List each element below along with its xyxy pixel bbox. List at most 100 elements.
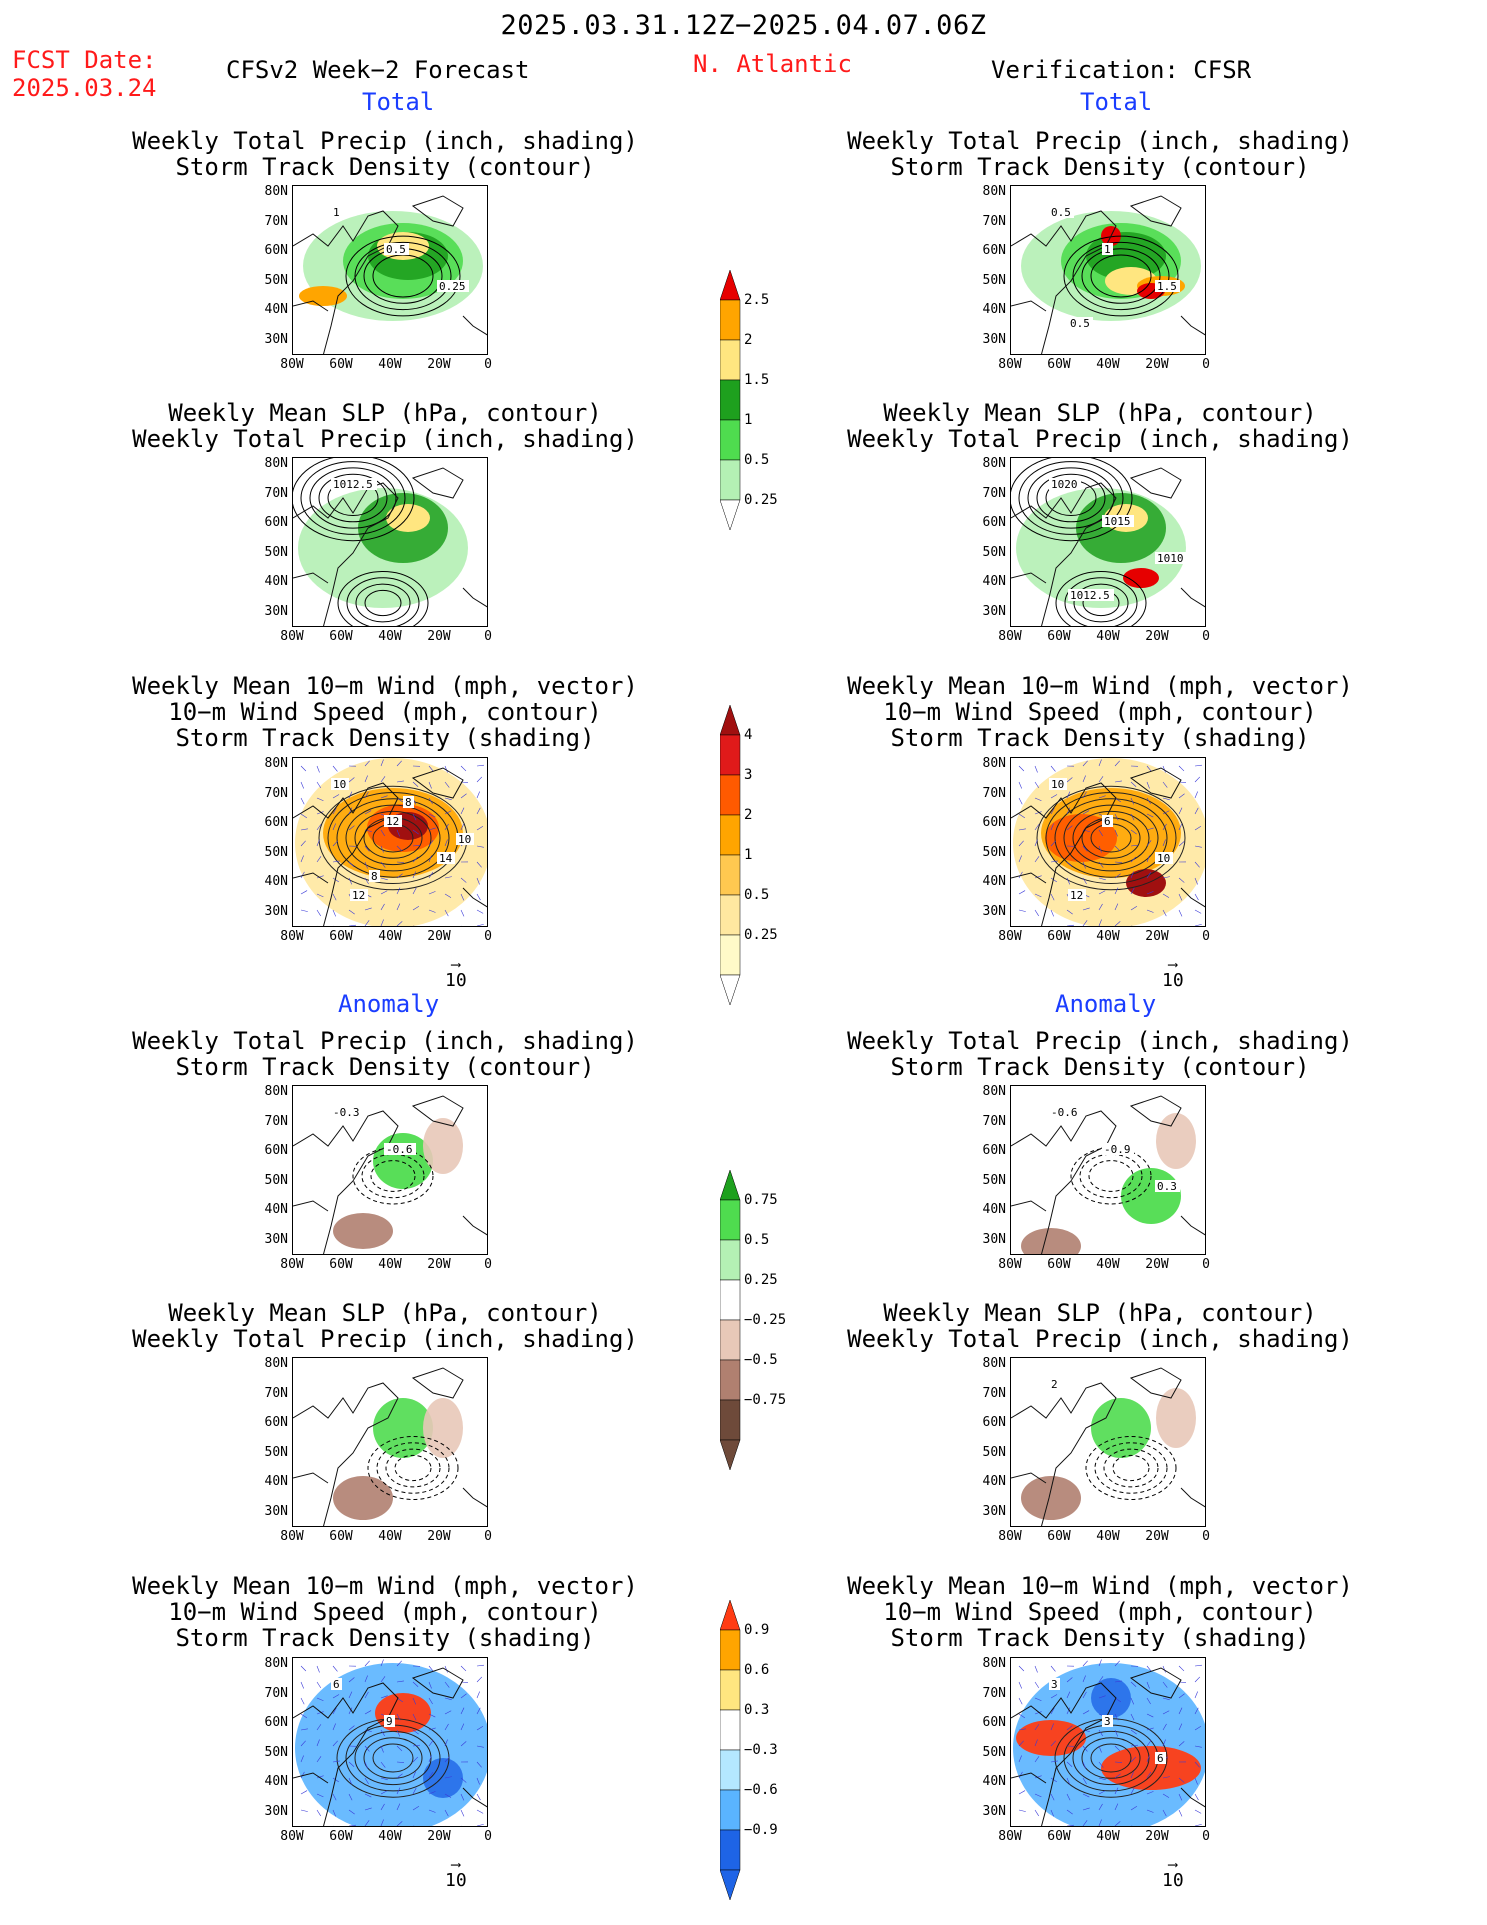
forecast-total-label: Total <box>362 88 435 116</box>
contour-label: 10 <box>333 778 346 791</box>
colorbar-label: 3 <box>744 767 752 783</box>
map-ob-precip_total: 0.5 1 1.5 0.5 <box>1010 185 1206 355</box>
lat-tick-label: 70N <box>982 1113 1006 1129</box>
lat-tick-label: 60N <box>264 1415 288 1430</box>
title-fc-slp-anom: Weekly Mean SLP (hPa, contour) Weekly Tot… <box>132 1299 638 1353</box>
contour-label-bg <box>1068 317 1093 329</box>
lat-tick-label: 30N <box>982 903 1006 919</box>
contour-label: 1.5 <box>1157 280 1177 293</box>
slp-contour <box>293 458 415 542</box>
colorbar-label: −0.9 <box>744 1822 778 1838</box>
colorbar-label: 0.9 <box>744 1622 769 1638</box>
lat-tick-label: 70N <box>982 213 1006 229</box>
precip-shading <box>386 504 430 532</box>
coastline <box>293 1667 487 1826</box>
colorbar-segment <box>719 894 741 936</box>
slp-contour <box>309 467 397 529</box>
contour-label-bg <box>1049 1378 1060 1390</box>
slp-contour <box>1011 458 1133 542</box>
reference-vector-fc-total: ⟶ 10 <box>445 957 467 991</box>
contour-label: 12 <box>352 889 365 902</box>
lat-tick-label: 60N <box>264 243 288 258</box>
lon-tick-label: 60W <box>1047 929 1071 944</box>
contour-label: 12 <box>1070 889 1083 902</box>
lon-tick-label: 40W <box>1096 1529 1120 1544</box>
map-fc-slp_total: 1012.5 <box>292 457 488 627</box>
colorbar-label: −0.75 <box>744 1392 786 1408</box>
contour-label: 1012.5 <box>1070 589 1110 602</box>
contour-label: 1 <box>1104 243 1111 256</box>
colorbar-label: 0.5 <box>744 887 769 903</box>
colorbar-label: 0.5 <box>744 452 769 468</box>
lon-tick-label: 40W <box>378 629 402 644</box>
contour-label-bg <box>384 243 409 255</box>
colorbar-track-density-total: 4 3 2 1 0.5 0.25 <box>719 704 800 1029</box>
lat-tick-label: 80N <box>982 456 1006 471</box>
contour-label: 2 <box>1051 1378 1058 1391</box>
lat-tick-label: 40N <box>264 1474 288 1489</box>
lat-tick-label: 80N <box>264 1656 288 1671</box>
lat-tick-label: 40N <box>264 574 288 589</box>
wind-vectors <box>1018 759 1202 926</box>
lat-tick-label: 40N <box>982 1774 1006 1789</box>
colorbar-label: 2 <box>744 332 752 348</box>
contour-label: -0.3 <box>333 1106 360 1119</box>
contour-label-bg <box>1102 1715 1113 1727</box>
colorbar-label: 0.25 <box>744 492 778 508</box>
title-fc-wind-total: Weekly Mean 10−m Wind (mph, vector) 10−m … <box>132 672 638 752</box>
contour-label-bg <box>1102 1143 1134 1155</box>
contour-label: 0.5 <box>1051 206 1071 219</box>
colorbar-segment <box>719 299 741 341</box>
colorbar-label: 0.75 <box>744 1192 778 1208</box>
slp-contour <box>1055 571 1147 626</box>
coastline <box>1011 1667 1205 1826</box>
lat-tick-label: 30N <box>982 1231 1006 1247</box>
wind-speed-anomaly-contour <box>363 1737 423 1779</box>
lat-tick-label: 50N <box>982 1744 1006 1760</box>
colorbar-tip <box>719 1169 741 1201</box>
lon-tick-label: 60W <box>329 1257 353 1272</box>
lon-tick-label: 0 <box>484 629 492 644</box>
lat-tick-label: 40N <box>264 874 288 889</box>
lon-tick-label: 80W <box>998 929 1022 944</box>
colorbar-segment <box>719 419 741 461</box>
wind-speed-contour <box>336 798 450 878</box>
track-anomaly-shading <box>1091 1678 1131 1718</box>
lon-tick-label: 80W <box>998 629 1022 644</box>
storm-track-contour <box>1090 254 1152 298</box>
precip-anomaly-shading <box>333 1476 393 1520</box>
lat-tick-label: 50N <box>264 1172 288 1188</box>
lat-tick-label: 70N <box>264 1385 288 1401</box>
precip-anomaly-shading <box>1021 1476 1081 1520</box>
slp-contour <box>346 577 420 626</box>
contour-label: 9 <box>386 1715 393 1728</box>
coastline <box>1011 195 1205 354</box>
storm-track-contour <box>1072 241 1170 311</box>
lat-tick-label: 50N <box>264 272 288 288</box>
lon-tick-label: 40W <box>1096 629 1120 644</box>
lat-tick-label: 40N <box>982 1202 1006 1217</box>
track-anomaly-shading <box>423 1758 463 1798</box>
track-anomaly-shading <box>375 1693 431 1733</box>
contour-label-bg <box>1068 589 1114 601</box>
lon-tick-label: 80W <box>998 1829 1022 1844</box>
reference-vector-ob-anom: ⟶ 10 <box>1162 1857 1184 1891</box>
lat-tick-label: 50N <box>982 272 1006 288</box>
lat-tick-label: 60N <box>264 515 288 530</box>
contour-label: 14 <box>439 852 453 865</box>
contour-label-bg <box>350 889 368 901</box>
wind-speed-anomaly-contour <box>372 1743 414 1773</box>
colorbar-track-density-anomaly: 0.9 0.6 0.3 −0.3 −0.6 −0.9 <box>719 1599 800 1924</box>
lat-tick-label: 40N <box>264 1202 288 1217</box>
contour-label-bg <box>1049 1678 1060 1690</box>
lat-tick-label: 40N <box>982 874 1006 889</box>
colorbar-segment <box>719 1239 741 1281</box>
colorbar-segment <box>719 1359 741 1401</box>
lat-tick-label: 40N <box>264 1774 288 1789</box>
contour-label-bg <box>1049 206 1074 218</box>
lat-tick-label: 60N <box>264 815 288 830</box>
lon-tick-label: 0 <box>484 1529 492 1544</box>
lat-tick-label: 50N <box>264 544 288 560</box>
lon-tick-label: 60W <box>1047 1829 1071 1844</box>
lat-tick-label: 70N <box>264 213 288 229</box>
